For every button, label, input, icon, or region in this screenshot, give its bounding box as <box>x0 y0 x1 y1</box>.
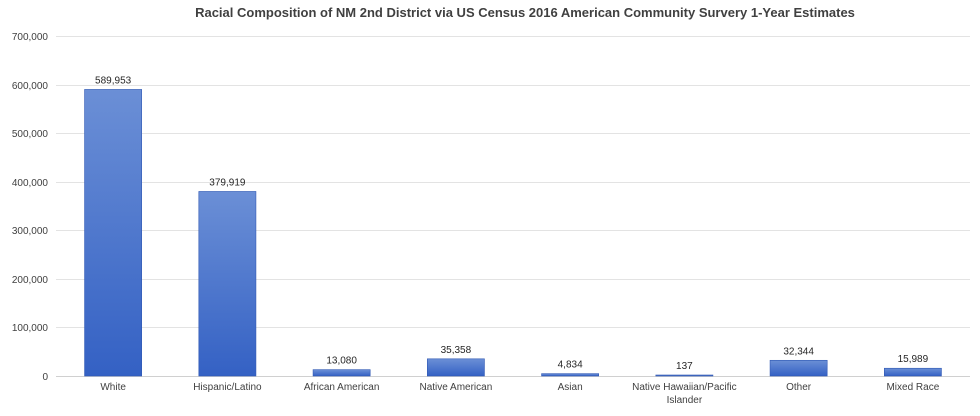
y-tick-label: 500,000 <box>12 129 49 140</box>
bar <box>769 359 828 377</box>
data-label: 35,358 <box>441 345 472 356</box>
data-label: 4,834 <box>558 360 583 371</box>
x-category-label: Native American <box>419 382 492 393</box>
bar <box>84 89 142 377</box>
x-category-label-line: Asian <box>558 382 583 393</box>
bar <box>884 367 942 377</box>
x-category-label: Hispanic/Latino <box>193 382 262 393</box>
bar <box>198 191 257 377</box>
x-category-label-line: Islander <box>667 395 703 406</box>
x-category-label-line: Mixed Race <box>886 382 939 393</box>
bar <box>541 373 599 377</box>
y-tick-label: 400,000 <box>12 178 49 189</box>
x-category-label-line: Other <box>786 382 812 393</box>
x-category-label: Other <box>786 382 812 393</box>
bars <box>84 89 942 377</box>
data-label: 32,344 <box>783 346 814 357</box>
x-category-label-line: Native Hawaiian/Pacific <box>632 382 737 393</box>
x-category-label: Mixed Race <box>886 382 939 393</box>
data-label: 13,080 <box>326 356 357 367</box>
data-label: 15,989 <box>898 354 929 365</box>
x-category-label-line: Native American <box>419 382 492 393</box>
y-tick-label: 700,000 <box>12 32 49 43</box>
y-tick-label: 600,000 <box>12 81 49 92</box>
y-tick-label: 300,000 <box>12 226 49 237</box>
y-axis-tick-labels: 0 100,000 200,000 300,000 400,000 500,000 600,… <box>12 32 49 383</box>
gridlines <box>56 36 970 377</box>
x-category-label-line: Hispanic/Latino <box>193 382 262 393</box>
data-label: 137 <box>676 361 693 372</box>
x-category-label: Asian <box>558 382 583 393</box>
data-labels: 589,953 379,919 13,080 35,358 4,834 137 32,344… <box>95 75 929 372</box>
data-label: 589,953 <box>95 75 132 86</box>
x-axis-category-labels: White Hispanic/Latino African American Nati… <box>100 382 939 406</box>
x-category-label: African American <box>304 382 380 393</box>
y-tick-label: 100,000 <box>12 323 49 334</box>
x-category-label: White <box>100 382 126 393</box>
y-tick-label: 0 <box>42 372 48 383</box>
bar <box>427 358 485 377</box>
bar <box>312 369 371 377</box>
y-tick-label: 200,000 <box>12 275 49 286</box>
x-category-label: Native Hawaiian/Pacific Islander <box>632 382 737 406</box>
bar <box>655 374 714 377</box>
x-category-label-line: African American <box>304 382 380 393</box>
x-category-label-line: White <box>100 382 126 393</box>
data-label: 379,919 <box>209 177 246 188</box>
chart-title: Racial Composition of NM 2nd District vi… <box>195 5 855 20</box>
